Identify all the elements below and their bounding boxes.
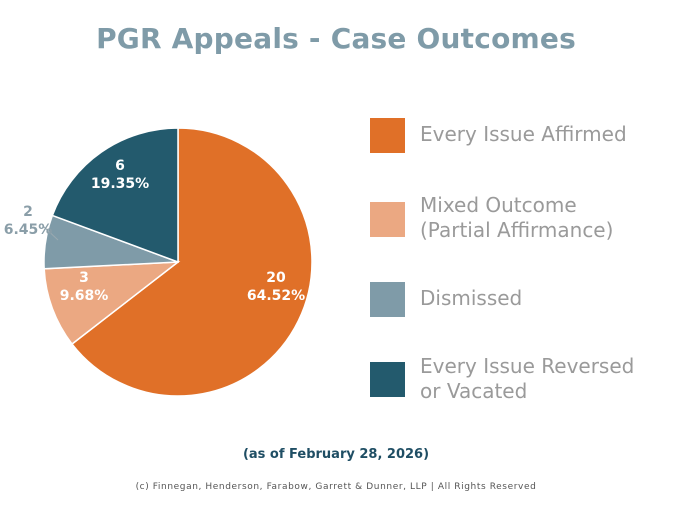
legend-label-every-issue-reversed: Every Issue Reversed or Vacated	[420, 354, 635, 403]
leader-line-dismissed	[42, 225, 59, 241]
slice-label-every-issue-reversed: 6 19.35%	[91, 158, 149, 192]
legend-label-every-issue-affirmed: Every Issue Affirmed	[420, 122, 627, 146]
pie-slice-mixed-outcome	[43, 261, 181, 346]
legend-swatch-every-issue-reversed	[370, 362, 405, 397]
date-note: (as of February 28, 2026)	[242, 447, 430, 462]
legend-swatch-every-issue-affirmed	[370, 118, 405, 153]
chart-title: PGR Appeals - Case Outcomes	[96, 22, 576, 55]
pie-slice-every-issue-affirmed	[70, 127, 313, 397]
legend-swatch-mixed-outcome	[370, 202, 405, 237]
legend-label-dismissed: Dismissed	[420, 286, 523, 310]
copyright-notice: (c) Finnegan, Henderson, Farabow, Garret…	[135, 482, 537, 492]
pie-slice-every-issue-reversed	[51, 127, 179, 264]
slice-label-mixed-outcome: 3 9.68%	[60, 270, 109, 304]
slice-label-every-issue-affirmed: 20 64.52%	[247, 270, 305, 304]
legend-label-mixed-outcome: Mixed Outcome (Partial Affirmance)	[420, 193, 614, 242]
slice-label-dismissed: 2 6.45%	[4, 204, 53, 238]
legend-swatch-dismissed	[370, 282, 405, 317]
